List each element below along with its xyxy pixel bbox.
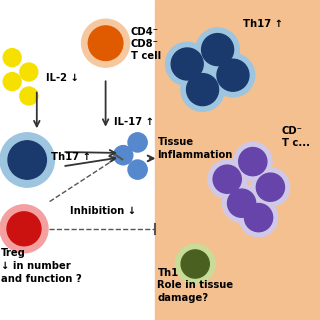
Circle shape: [181, 250, 209, 278]
Text: CD8⁻: CD8⁻: [131, 39, 158, 49]
Text: Th1: Th1: [157, 268, 179, 278]
Circle shape: [0, 133, 54, 187]
Circle shape: [7, 212, 41, 246]
Text: Th17 ↑: Th17 ↑: [51, 152, 91, 162]
Circle shape: [251, 168, 290, 206]
Circle shape: [244, 204, 273, 232]
Text: CD⁻: CD⁻: [282, 126, 302, 136]
Circle shape: [196, 28, 239, 71]
Circle shape: [213, 165, 241, 193]
Circle shape: [239, 198, 278, 237]
Circle shape: [3, 49, 21, 67]
Circle shape: [239, 148, 267, 176]
Text: Role in tissue: Role in tissue: [157, 280, 234, 291]
Circle shape: [175, 244, 215, 284]
Text: CD4⁻: CD4⁻: [131, 27, 159, 37]
Text: damage?: damage?: [157, 293, 209, 303]
Circle shape: [256, 173, 284, 201]
Circle shape: [128, 133, 147, 152]
Bar: [155, 0, 320, 320]
Text: IL-17 ↑: IL-17 ↑: [114, 116, 154, 127]
Circle shape: [128, 160, 147, 179]
Circle shape: [211, 53, 255, 97]
Circle shape: [114, 146, 133, 165]
Text: ↓ in number: ↓ in number: [1, 261, 70, 271]
Circle shape: [208, 160, 246, 198]
Circle shape: [82, 19, 130, 67]
Circle shape: [234, 142, 272, 181]
Text: Inflammation: Inflammation: [157, 150, 233, 160]
Circle shape: [0, 205, 48, 253]
Text: Th17 ↑: Th17 ↑: [243, 19, 283, 29]
Circle shape: [8, 141, 46, 179]
Circle shape: [3, 73, 21, 91]
Circle shape: [20, 87, 38, 105]
Text: and function ?: and function ?: [1, 274, 81, 284]
Text: T cell: T cell: [131, 51, 161, 61]
Circle shape: [202, 34, 234, 66]
Circle shape: [228, 189, 256, 217]
Text: Treg: Treg: [1, 248, 26, 258]
Circle shape: [165, 42, 209, 86]
Circle shape: [20, 63, 38, 81]
Circle shape: [88, 26, 123, 60]
Text: Tissue: Tissue: [157, 137, 194, 148]
Text: T c...: T c...: [282, 138, 310, 148]
Bar: [0, 0, 155, 320]
Text: IL-2 ↓: IL-2 ↓: [46, 73, 79, 84]
Circle shape: [181, 68, 224, 111]
Circle shape: [217, 59, 249, 91]
Circle shape: [187, 74, 219, 106]
Circle shape: [171, 48, 203, 80]
Circle shape: [222, 184, 261, 222]
Text: Inhibition ↓: Inhibition ↓: [70, 206, 137, 216]
